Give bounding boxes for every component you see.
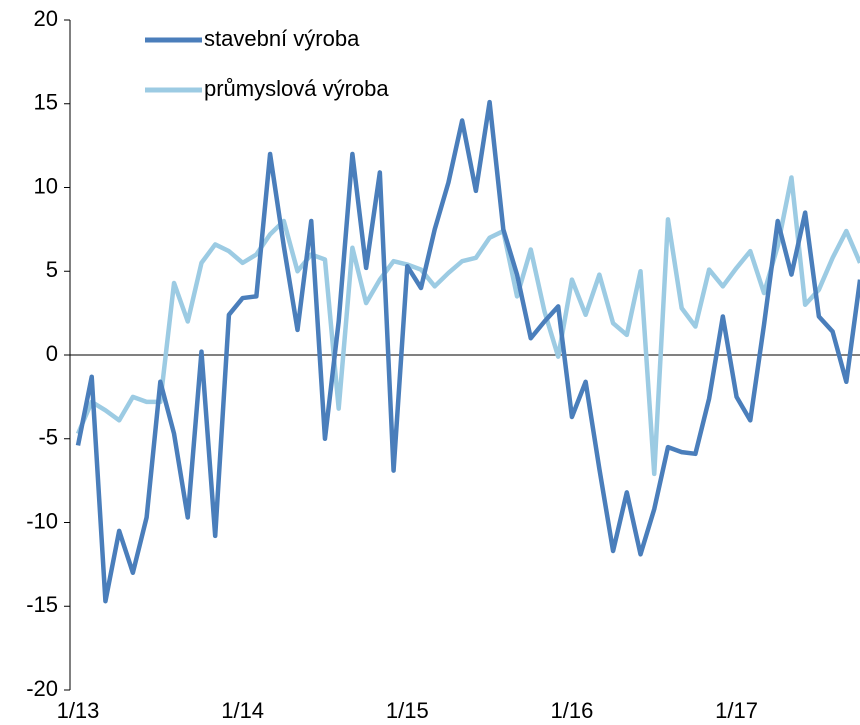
y-tick-label: -10	[26, 508, 58, 533]
y-tick-label: -20	[26, 676, 58, 701]
y-tick-label: 15	[34, 90, 58, 115]
y-tick-label: 5	[46, 257, 58, 282]
y-tick-label: 10	[34, 173, 58, 198]
y-tick-label: -15	[26, 592, 58, 617]
y-tick-label: 20	[34, 6, 58, 31]
legend-label: průmyslová výroba	[204, 76, 389, 101]
y-tick-label: 0	[46, 341, 58, 366]
x-tick-label: 1/14	[221, 698, 264, 723]
x-tick-label: 1/15	[386, 698, 429, 723]
x-tick-label: 1/13	[57, 698, 100, 723]
series-line	[75, 175, 860, 477]
legend-label: stavební výroba	[204, 26, 360, 51]
x-tick-label: 1/17	[715, 698, 758, 723]
x-tick-label: 1/16	[551, 698, 594, 723]
y-tick-label: -5	[38, 425, 58, 450]
series-line	[75, 99, 860, 604]
